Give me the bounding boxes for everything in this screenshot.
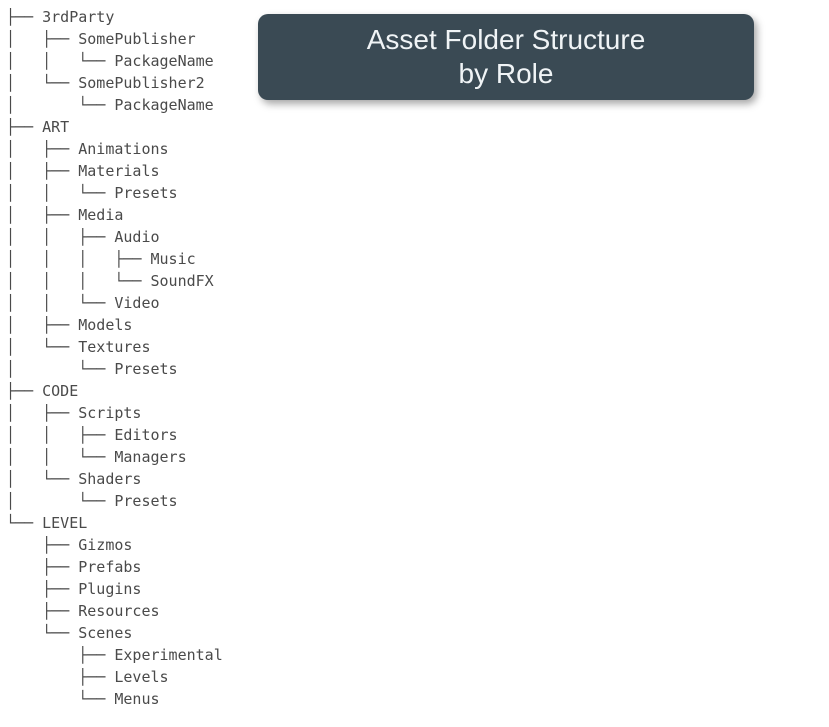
- title-line-2: by Role: [459, 57, 554, 91]
- title-callout: Asset Folder Structure by Role: [258, 14, 754, 100]
- folder-tree: ├── 3rdParty │ ├── SomePublisher │ │ └──…: [0, 0, 829, 710]
- title-line-1: Asset Folder Structure: [367, 23, 646, 57]
